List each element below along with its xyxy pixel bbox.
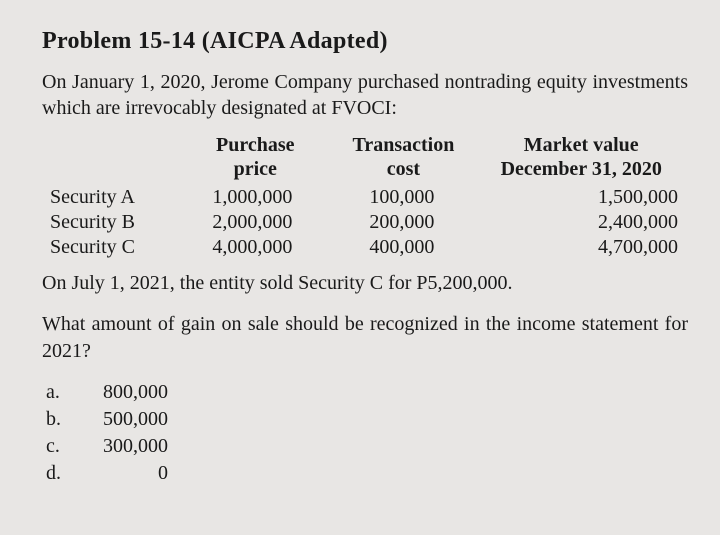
cell-market: 4,700,000 <box>474 235 688 260</box>
cell-purchase: 1,000,000 <box>178 185 332 210</box>
cell-transaction: 100,000 <box>332 185 474 210</box>
answer-options: a. 800,000 b. 500,000 c. 300,000 d. 0 <box>42 379 688 487</box>
securities-table: Purchase price Transaction cost Market v… <box>42 129 688 260</box>
cell-market: 2,400,000 <box>474 210 688 235</box>
option-d: d. 0 <box>46 460 688 487</box>
row-label: Security C <box>42 235 178 260</box>
option-b: b. 500,000 <box>46 406 688 433</box>
option-letter: a. <box>46 379 78 406</box>
table-row: Security A 1,000,000 100,000 1,500,000 <box>42 185 688 210</box>
option-letter: b. <box>46 406 78 433</box>
option-letter: c. <box>46 433 78 460</box>
question-text: What amount of gain on sale should be re… <box>42 311 688 365</box>
table-row: Security C 4,000,000 400,000 4,700,000 <box>42 235 688 260</box>
cell-purchase: 4,000,000 <box>178 235 332 260</box>
option-value: 0 <box>78 460 168 487</box>
option-value: 500,000 <box>78 406 168 433</box>
cell-market: 1,500,000 <box>474 185 688 210</box>
cell-transaction: 200,000 <box>332 210 474 235</box>
cell-transaction: 400,000 <box>332 235 474 260</box>
col-header-transaction: Transaction cost <box>332 129 474 185</box>
intro-paragraph: On January 1, 2020, Jerome Company purch… <box>42 69 688 121</box>
option-letter: d. <box>46 460 78 487</box>
table-row: Security B 2,000,000 200,000 2,400,000 <box>42 210 688 235</box>
col-header-purchase: Purchase price <box>178 129 332 185</box>
option-value: 300,000 <box>78 433 168 460</box>
col-header-blank <box>42 129 178 185</box>
option-c: c. 300,000 <box>46 433 688 460</box>
row-label: Security B <box>42 210 178 235</box>
problem-heading: Problem 15-14 (AICPA Adapted) <box>42 28 688 55</box>
row-label: Security A <box>42 185 178 210</box>
option-value: 800,000 <box>78 379 168 406</box>
sale-statement: On July 1, 2021, the entity sold Securit… <box>42 270 688 297</box>
table-header-row: Purchase price Transaction cost Market v… <box>42 129 688 185</box>
option-a: a. 800,000 <box>46 379 688 406</box>
cell-purchase: 2,000,000 <box>178 210 332 235</box>
col-header-market: Market value December 31, 2020 <box>474 129 688 185</box>
